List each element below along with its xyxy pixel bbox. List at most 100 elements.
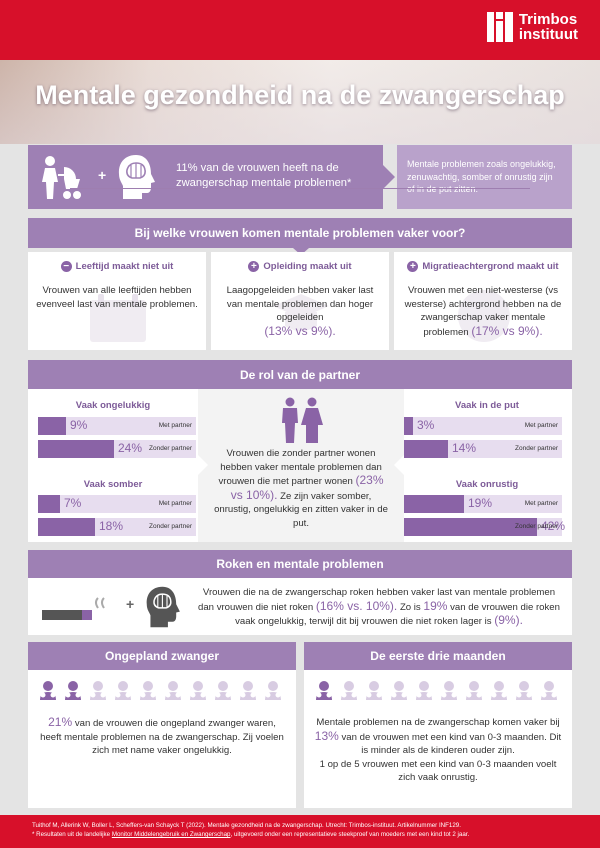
mother-stroller-icon [42,156,81,199]
bar-label: Zonder partner [515,523,558,530]
bar-row: 14% Zonder partner [404,440,562,458]
partner-center: Vrouwen die zonder partner wonen hebben … [198,389,404,542]
first-months-text-a: Mentale problemen na de zwangerschap kom… [316,717,560,728]
intro-headline: 11% van de vrouwen heeft na de zwangersc… [176,162,352,189]
bar-label: Met partner [524,500,558,507]
first-months-panel: Mentale problemen na de zwangerschap kom… [304,670,572,808]
smoking-panel: + Vrouwen die na de zwangerschap roken h… [28,578,572,635]
page-title: Mentale gezondheid na de zwangerschap [35,80,565,110]
first-months-text-b: van de vrouwen met een kind van 0-3 maan… [341,731,562,757]
footer-note-a: * Resultaten uit de landelijke [32,831,111,838]
bar-value: 7% [64,496,82,510]
bar-value: 14% [452,441,477,455]
migration-stat: (17% vs 9%). [471,323,543,338]
logo-line2: instituut [518,26,578,43]
partner-text-b: Ze zijn vaker somber, onrustig, ongelukk… [214,490,388,529]
baby-icon [38,680,58,704]
education-title: Opleiding maakt uit [263,261,352,272]
smoking-text-b: Zo is [399,601,421,613]
footer: Tuithof M, Allerink W, Boller L, Scheffe… [0,815,600,848]
education-stat: (13% vs 9%). [264,323,336,338]
baby-icon [263,680,283,704]
bar-value: 9% [70,418,88,432]
which-header-arrow [293,248,309,255]
bar-row: 19% Met partner [404,495,562,513]
unplanned-header: Ongepland zwanger [28,642,296,670]
bar-row: 24% Zonder partner [38,440,196,458]
smoking-stat3: (9%). [494,613,523,627]
bar-row: 7% Met partner [38,495,196,513]
baby-icon [213,680,233,704]
baby-icon [514,680,534,704]
group-title: Vaak onrustig [455,479,519,490]
bar-fill [38,518,95,536]
which-col-education: + Opleiding maakt uit Laagopgeleiden hebb… [211,252,389,350]
which-col-migration: + Migratieachtergrond maakt uit Vrouwen m… [394,252,572,350]
unplanned-panel: 21% van de vrouwen die ongepland zwanger… [28,670,296,808]
footer-link[interactable]: Monitor Middelengebruik en Zwangerschap [111,831,231,838]
title-underline [70,188,530,189]
bar-row: 3% Met partner [404,417,562,435]
bar-label: Zonder partner [149,445,192,452]
bar-label: Met partner [524,422,558,429]
bar-row: 18% Zonder partner [38,518,196,536]
bar-label: Met partner [158,500,192,507]
bar-value: 42% [541,519,566,533]
intro-panel: + 11% van de vrouwen heeft na de zwanger… [28,145,383,209]
baby-icon [439,680,459,704]
baby-icon [339,680,359,704]
bar-label: Zonder partner [149,523,192,530]
which-header: Bij welke vrouwen komen mentale probleme… [28,218,572,248]
globe-icon [458,290,510,342]
baby-icon [364,680,384,704]
which-col-age: − Leeftijd maakt niet uit Vrouwen van all… [28,252,206,350]
plus-icon: + [248,261,260,272]
group-title: Vaak in de put [455,400,519,411]
partner-stat: (23% vs 10%). [230,473,384,502]
smoking-text-a: Vrouwen die na de zwangerschap roken heb… [198,587,556,613]
intro-plus: + [98,167,107,183]
unplanned-text: van de vrouwen die ongepland zwanger war… [40,718,284,756]
bar-fill [404,417,413,435]
bar-fill [38,495,60,513]
baby-icon [138,680,158,704]
first-months-header: De eerste drie maanden [304,642,572,670]
plus-icon: + [407,261,419,272]
top-bar: Trimbos instituut [0,0,600,60]
baby-icon [63,680,83,704]
migration-title: Migratieachtergrond maakt uit [422,261,559,272]
baby-icon [414,680,434,704]
partner-text-a: Vrouwen die zonder partner wonen hebben … [218,448,382,487]
group-title: Vaak somber [83,479,143,490]
baby-icon [314,680,334,704]
baby-icon [539,680,559,704]
migration-text: Vrouwen met een niet-westerse (vs wester… [404,285,562,338]
smoking-header: Roken en mentale problemen [28,550,572,578]
first-months-icons [314,680,564,704]
partner-left-bars: Vaak ongelukkig 9% Met partner 24% Zonde… [28,389,198,542]
smoking-stat1: (16% vs. 10%). [315,598,398,613]
minus-icon: − [60,261,72,272]
bar-value: 24% [118,441,143,455]
graduation-cap-icon [273,294,329,331]
bar-fill [404,495,464,513]
group-title: Vaak ongelukkig [75,400,151,411]
first-months-text-c: 1 op de 5 vrouwen met een kind van 0-3 m… [319,758,557,784]
head-brain-icon [146,586,180,628]
footer-note-b: , uitgevoerd onder een representatieve s… [230,831,470,838]
bar-fill [404,518,537,536]
first-months-stat: 13% [314,728,339,743]
bar-fill [404,440,448,458]
education-text: Laagopgeleiden hebben vaker last van men… [226,285,374,323]
partner-header: De rol van de partner [28,360,572,389]
trimbos-logo: Trimbos instituut [486,12,578,43]
bar-label: Zonder partner [515,445,558,452]
baby-icon [389,680,409,704]
bar-value: 3% [417,418,435,432]
footer-citation: Tuithof M, Allerink W, Boller L, Scheffe… [32,822,461,829]
intro-arrow [383,165,395,189]
baby-icon [188,680,208,704]
smoking-text-c: van de vrouwen die roken vaak ongelukkig… [235,601,560,628]
logo-mark-icon [486,12,513,42]
baby-icon [464,680,484,704]
